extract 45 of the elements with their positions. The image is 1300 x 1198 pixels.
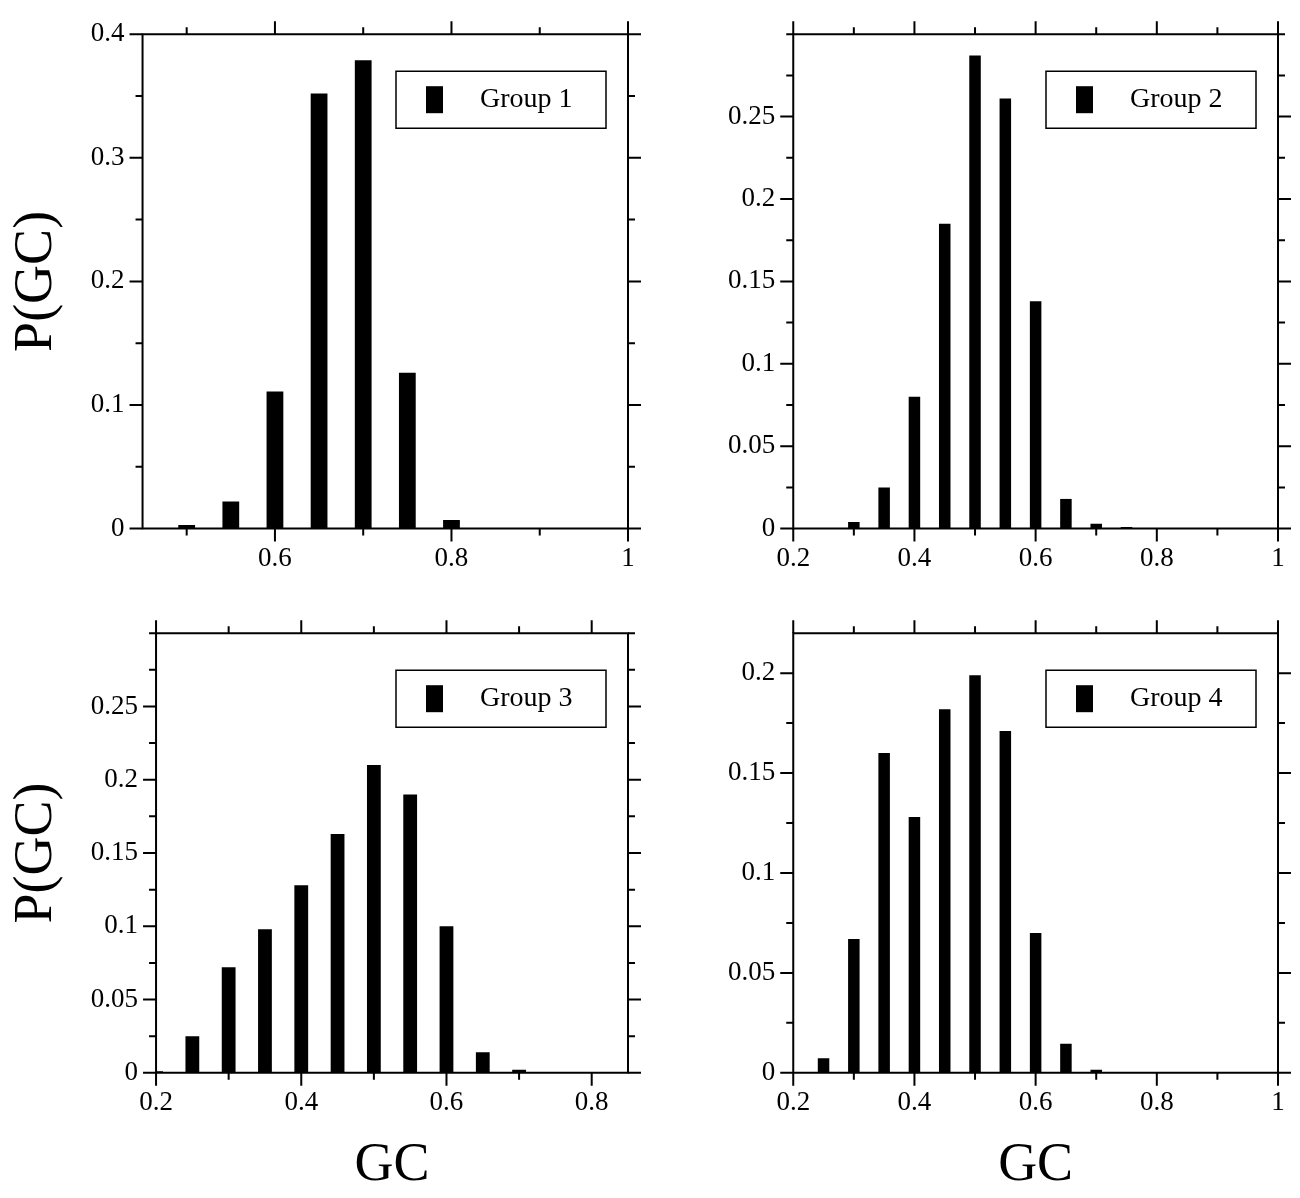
x-tick-label: 0.6 [1018, 1086, 1053, 1117]
x-tick-label: 0.8 [1139, 1086, 1174, 1117]
y-tick-label: 0.1 [104, 909, 139, 940]
x-tick-label: 0.6 [429, 1086, 464, 1117]
x-axis-title: GC [998, 1131, 1074, 1192]
x-tick-label: 0.6 [258, 541, 292, 572]
legend-label: Group 3 [480, 680, 573, 712]
y-tick-label: 0.2 [104, 762, 139, 793]
x-tick-label: 0.2 [139, 1086, 173, 1117]
y-tick-label: 0.25 [90, 689, 139, 720]
y-tick-label: 0.05 [728, 429, 776, 460]
y-axis-title: P(GC) [2, 782, 63, 924]
y-tick-label: 0.4 [90, 17, 126, 48]
y-tick-label: 0.2 [741, 656, 776, 687]
x-tick-label: 1 [1271, 1086, 1285, 1117]
legend-label: Group 2 [1130, 81, 1223, 113]
y-tick-label: 0.15 [728, 264, 776, 295]
y-tick-label: 0.2 [741, 182, 776, 213]
y-tick-label: 0 [124, 1055, 139, 1086]
y-tick-label: 0.05 [90, 982, 139, 1013]
y-tick-label: 0 [761, 1055, 776, 1086]
y-tick-label: 0.2 [90, 264, 125, 295]
x-tick-label: 1 [1271, 541, 1285, 572]
y-tick-label: 0.1 [90, 388, 125, 419]
y-tick-label: 0.25 [728, 99, 776, 130]
x-tick-label: 0.8 [574, 1086, 609, 1117]
y-tick-label: 0 [111, 511, 125, 542]
x-tick-label: 0.8 [434, 541, 469, 572]
x-axis-title: GC [354, 1131, 430, 1192]
legend-label: Group 1 [480, 81, 573, 113]
x-tick-label: 1 [621, 541, 635, 572]
x-tick-label: 0.4 [897, 541, 932, 572]
x-tick-label: 0.4 [897, 1086, 932, 1117]
y-tick-label: 0.1 [741, 346, 776, 377]
y-tick-label: 0 [761, 511, 776, 542]
y-tick-label: 0.1 [741, 856, 776, 887]
legend-label: Group 4 [1130, 680, 1223, 712]
y-tick-label: 0.15 [90, 836, 139, 867]
x-tick-label: 0.4 [284, 1086, 319, 1117]
y-tick-label: 0.15 [728, 756, 776, 787]
x-tick-label: 0.8 [1139, 541, 1174, 572]
x-tick-label: 0.6 [1018, 541, 1053, 572]
y-tick-label: 0.3 [90, 140, 125, 171]
y-tick-label: 0.05 [728, 955, 776, 986]
y-axis-title: P(GC) [2, 210, 63, 352]
